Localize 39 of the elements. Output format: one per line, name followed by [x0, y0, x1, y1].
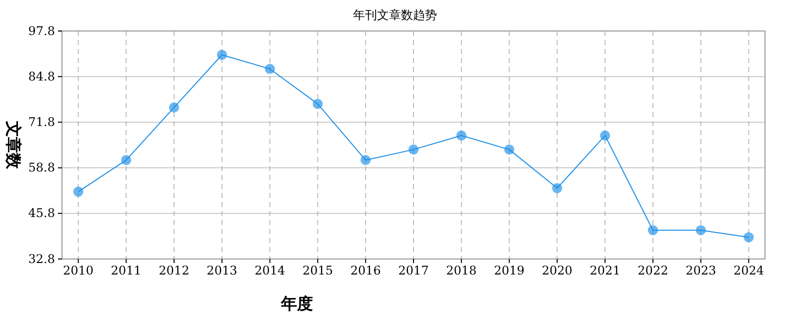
point [264, 64, 275, 74]
y-tick-label: 97.8 [28, 24, 55, 38]
x-tick-label: 2016 [350, 264, 381, 278]
x-tick-label: 2011 [110, 264, 142, 278]
x-tick-label: 2012 [158, 264, 190, 278]
x-tick-label: 2024 [733, 264, 764, 278]
point [552, 183, 562, 194]
x-tick-label: 2020 [542, 264, 572, 278]
y-tick-label: 84.8 [28, 69, 55, 84]
x-tick-label: 2023 [686, 264, 716, 278]
y-axis-title: 文章数 [4, 120, 23, 170]
point [408, 144, 419, 155]
point [169, 102, 180, 113]
point [121, 155, 132, 166]
x-tick-label: 2013 [206, 264, 238, 278]
x-tick-label: 2014 [254, 264, 286, 278]
chart-title: 年刊文章数趋势 [353, 8, 437, 22]
point [456, 130, 466, 141]
point [73, 186, 84, 197]
y-tick-label: 58.8 [28, 160, 55, 175]
point [312, 98, 323, 109]
x-tick-label: 2015 [302, 264, 333, 278]
x-axis-title: 年度 [280, 294, 313, 313]
point [360, 155, 371, 166]
point [696, 225, 706, 236]
x-tick-label: 2021 [590, 264, 620, 278]
x-tick-label: 2019 [494, 264, 525, 278]
x-tick-label: 2017 [398, 264, 429, 278]
x-tick-label: 2018 [446, 264, 477, 278]
y-tick-label: 32.8 [28, 252, 55, 266]
point [504, 144, 514, 155]
y-tick-label: 45.8 [28, 206, 55, 220]
point [216, 50, 227, 60]
x-tick-label: 2022 [638, 264, 668, 278]
x-tick-label: 2010 [63, 264, 94, 278]
y-tick-label: 71.8 [28, 115, 55, 130]
point [600, 130, 610, 141]
point [648, 225, 658, 236]
point [744, 232, 754, 242]
